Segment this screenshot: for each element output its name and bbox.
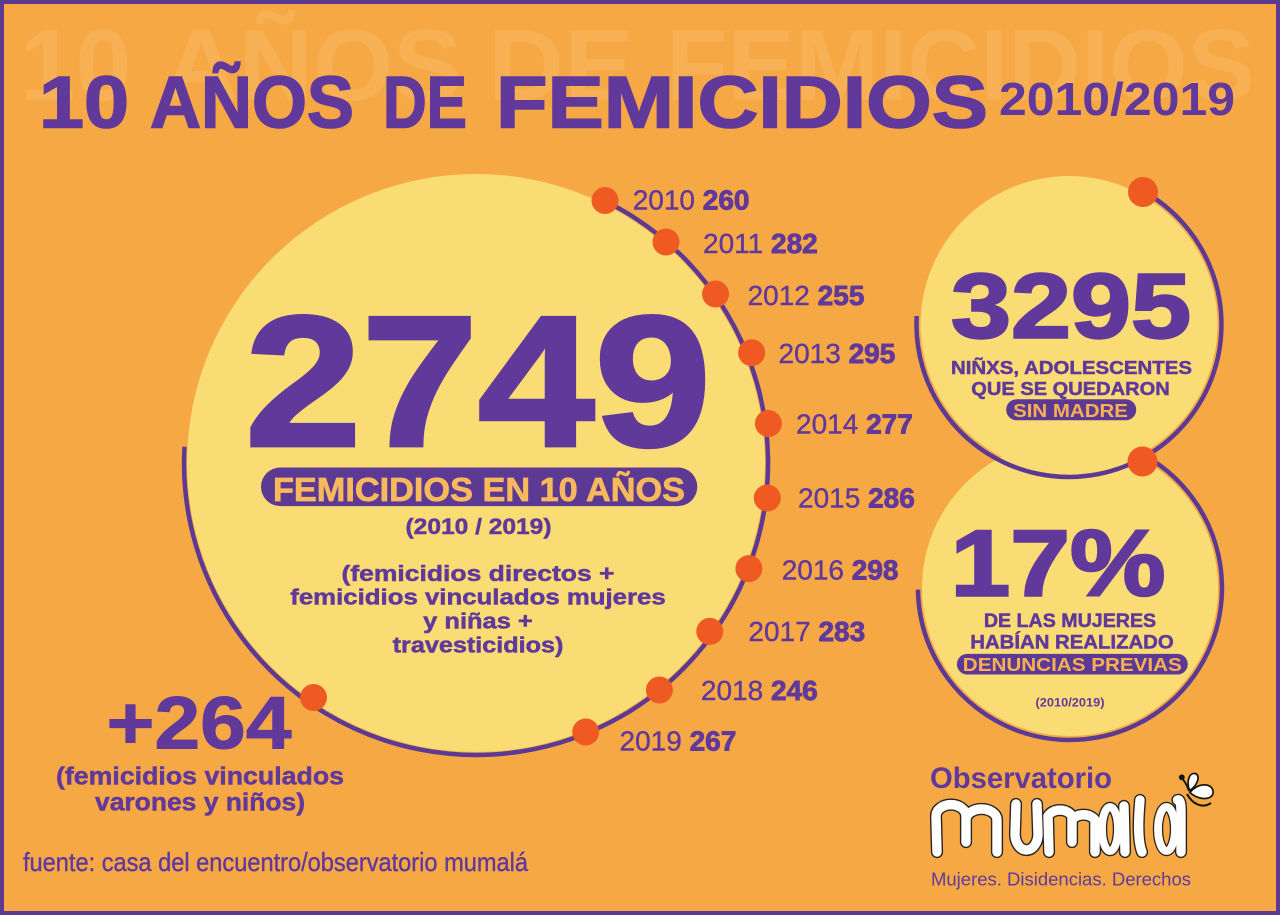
svg-text:(femicidios directos +: (femicidios directos +	[342, 561, 615, 586]
svg-text:2749: 2749	[245, 279, 711, 486]
svg-text:2012 255: 2012 255	[748, 280, 865, 311]
svg-text:varones y niños): varones y niños)	[95, 789, 305, 817]
svg-text:fuente: casa del encuentro/obs: fuente: casa del encuentro/observatorio …	[23, 847, 528, 877]
svg-text:Observatorio: Observatorio	[930, 762, 1112, 795]
svg-text:17%: 17%	[951, 511, 1166, 616]
svg-text:2019 267: 2019 267	[620, 725, 737, 756]
svg-text:2010 260: 2010 260	[633, 184, 750, 215]
svg-text:DENUNCIAS PREVIAS: DENUNCIAS PREVIAS	[963, 654, 1182, 675]
svg-text:NIÑXS, ADOLESCENTES: NIÑXS, ADOLESCENTES	[951, 357, 1192, 378]
svg-text:y niñas +: y niñas +	[423, 609, 533, 634]
svg-text:FEMICIDIOS: FEMICIDIOS	[496, 63, 988, 144]
svg-text:2014 277: 2014 277	[796, 408, 913, 439]
svg-text:2016 298: 2016 298	[782, 554, 899, 585]
svg-text:(2010/2019): (2010/2019)	[1036, 696, 1105, 710]
svg-text:2013 295: 2013 295	[779, 338, 896, 369]
svg-text:HABÍAN REALIZADO: HABÍAN REALIZADO	[970, 632, 1173, 654]
svg-text:AÑOS: AÑOS	[150, 63, 354, 144]
svg-text:3295: 3295	[951, 256, 1191, 358]
svg-text:femicidios vinculados mujeres: femicidios vinculados mujeres	[290, 585, 666, 610]
svg-text:DE: DE	[383, 63, 467, 144]
svg-text:Mujeres. Disidencias. Derechos: Mujeres. Disidencias. Derechos	[931, 869, 1191, 890]
svg-text:DE: DE	[488, 10, 634, 122]
svg-text:FEMICIDIOS EN 10 AÑOS: FEMICIDIOS EN 10 AÑOS	[273, 471, 685, 508]
svg-text:SIN MADRE: SIN MADRE	[1013, 400, 1128, 421]
svg-text:QUE SE QUEDARON: QUE SE QUEDARON	[971, 379, 1169, 399]
svg-text:AÑOS: AÑOS	[164, 10, 462, 122]
svg-text:DE LAS MUJERES: DE LAS MUJERES	[984, 611, 1156, 632]
svg-text:2011 282: 2011 282	[703, 228, 818, 259]
svg-text:10: 10	[39, 63, 129, 144]
svg-text:(2010 / 2019): (2010 / 2019)	[406, 514, 552, 539]
svg-text:FEMICIDIOS: FEMICIDIOS	[666, 10, 1255, 122]
svg-text:2010/2019: 2010/2019	[999, 73, 1235, 125]
svg-text:(femicidios vinculados: (femicidios vinculados	[56, 763, 344, 791]
svg-text:2018 246: 2018 246	[701, 675, 818, 706]
svg-text:travesticidios): travesticidios)	[393, 633, 564, 658]
svg-text:2017 283: 2017 283	[748, 616, 865, 647]
svg-text:2015 286: 2015 286	[798, 483, 915, 514]
svg-text:+264: +264	[107, 681, 292, 764]
svg-text:10: 10	[20, 10, 131, 122]
